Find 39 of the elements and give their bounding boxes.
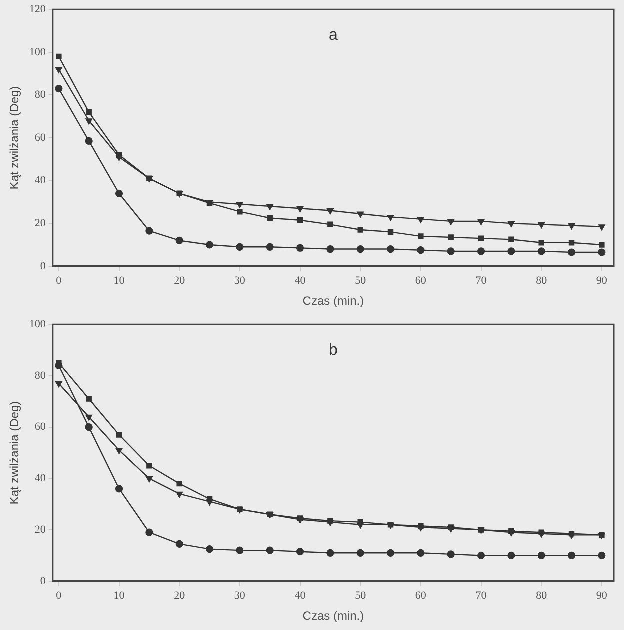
y-tick-label: 0	[40, 575, 46, 588]
x-tick-label: 0	[56, 590, 62, 602]
y-tick-label: 60	[34, 421, 46, 434]
x-tick-label: 40	[294, 590, 306, 602]
x-tick-label: 50	[355, 590, 367, 602]
x-tick-label: 0	[56, 274, 62, 287]
x-tick-label: 50	[355, 274, 367, 287]
x-tick-label: 90	[596, 274, 608, 287]
x-tick-label: 70	[476, 590, 488, 602]
x-tick-label: 10	[114, 274, 126, 287]
x-tick-label: 10	[114, 590, 126, 602]
x-tick-label: 80	[536, 274, 548, 287]
y-tick-label: 20	[34, 217, 46, 230]
x-tick-label: 30	[234, 274, 246, 287]
x-tick-label: 60	[415, 590, 427, 602]
y-axis-title: Kąt zwilżania (Deg)	[8, 401, 22, 505]
y-tick-label: 80	[34, 370, 46, 382]
y-tick-label: 100	[29, 46, 46, 58]
y-tick-label: 40	[34, 472, 46, 485]
x-tick-label: 40	[294, 274, 306, 287]
x-tick-label: 20	[174, 274, 186, 287]
x-tick-label: 60	[415, 274, 427, 287]
x-axis-title: Czas (min.)	[302, 294, 364, 308]
x-tick-label: 20	[174, 590, 186, 602]
x-axis-title: Czas (min.)	[302, 609, 364, 624]
y-tick-label: 80	[34, 89, 46, 102]
text: a	[328, 27, 338, 44]
text: b	[328, 342, 338, 360]
x-tick-label: 80	[536, 590, 548, 602]
y-tick-label: 60	[34, 132, 46, 144]
y-tick-label: 120	[29, 3, 46, 16]
y-tick-label: 100	[29, 318, 46, 330]
y-tick-label: 40	[34, 174, 46, 187]
x-tick-label: 30	[234, 590, 246, 602]
y-tick-label: 0	[40, 260, 46, 272]
x-tick-label: 90	[596, 590, 608, 602]
x-tick-label: 70	[476, 274, 488, 287]
y-axis-title: Kąt zwilżania (Deg)	[8, 86, 22, 190]
y-tick-label: 20	[34, 524, 46, 536]
